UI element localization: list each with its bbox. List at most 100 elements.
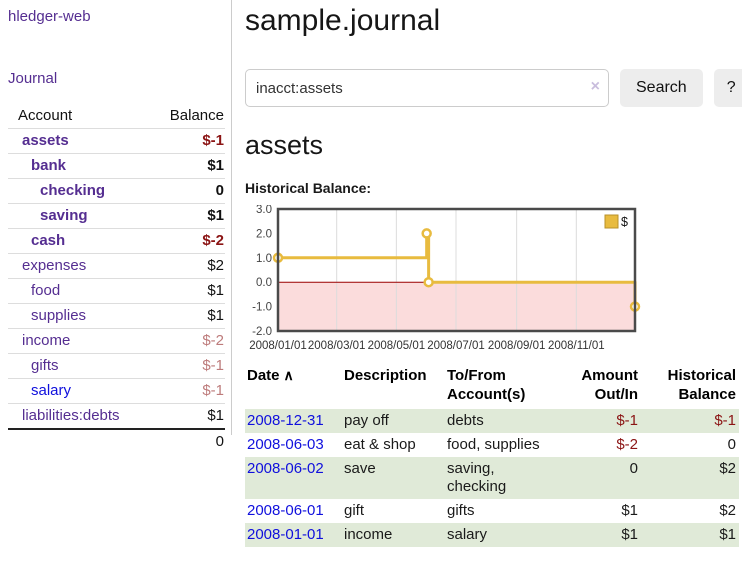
account-link[interactable]: bank	[31, 157, 67, 174]
account-link[interactable]: food	[31, 282, 61, 299]
transaction-description: income	[344, 526, 393, 543]
clear-search-icon[interactable]: ×	[590, 78, 600, 95]
transaction-balance: $1	[719, 526, 736, 543]
account-link[interactable]: assets	[22, 132, 69, 149]
account-link[interactable]: supplies	[31, 307, 87, 324]
transaction-description: gift	[344, 502, 365, 519]
transactions-table: Date ∧ Description To/From Account(s) Amo…	[245, 363, 739, 547]
description-column-header: Description	[344, 367, 427, 384]
transaction-balance: $-1	[714, 412, 736, 429]
legend-swatch	[604, 214, 619, 229]
account-row: liabilities:debts $1	[8, 403, 225, 428]
account-link[interactable]: cash	[31, 232, 66, 249]
transaction-date-link[interactable]: 2008-06-01	[247, 502, 324, 519]
transaction-date-link[interactable]: 2008-01-01	[247, 526, 324, 543]
search-input[interactable]	[245, 69, 609, 107]
account-link[interactable]: gifts	[31, 357, 59, 374]
account-balance: $1	[207, 157, 224, 174]
date-column-header[interactable]: Date ∧	[247, 367, 294, 384]
transaction-amount: $-2	[616, 436, 638, 453]
account-link[interactable]: income	[22, 332, 71, 349]
legend-label: $	[621, 215, 628, 229]
account-row: checking 0	[8, 178, 225, 203]
account-balance: $1	[207, 207, 224, 224]
accounts-table: Account Balance assets $-1 bank $1 checking 0…	[8, 104, 225, 454]
account-balance: $1	[207, 282, 224, 299]
balance-column-header: Historical Balance	[667, 367, 736, 403]
svg-text:-2.0: -2.0	[252, 326, 272, 338]
svg-text:-1.0: -1.0	[252, 302, 272, 314]
account-balance: $-1	[202, 132, 224, 149]
svg-text:2.0: 2.0	[256, 228, 272, 240]
svg-text:2008/05/01: 2008/05/01	[368, 340, 426, 352]
svg-text:2008/09/01: 2008/09/01	[488, 340, 546, 352]
search-button[interactable]: Search	[620, 69, 703, 107]
account-balance: $2	[207, 257, 224, 274]
account-balance: $-1	[202, 382, 224, 399]
sidebar-item-journal[interactable]: Journal	[8, 70, 58, 87]
transaction-date-link[interactable]: 2008-06-02	[247, 460, 324, 477]
transaction-balance: $2	[719, 460, 736, 477]
account-link[interactable]: saving	[40, 207, 88, 224]
transaction-description: eat & shop	[344, 436, 416, 453]
transaction-row: 2008-06-01 gift gifts $1 $2	[245, 499, 739, 523]
account-row: gifts $-1	[8, 353, 225, 378]
transaction-accounts: saving, checking	[447, 460, 507, 495]
account-balance: $-2	[202, 232, 224, 249]
account-row: income $-2	[8, 328, 225, 353]
account-heading: assets	[245, 130, 324, 160]
main-content: sample.journal × Search ? assets Histori…	[245, 0, 742, 547]
search-form: × Search ?	[245, 69, 742, 107]
accounts-column-header: To/From Account(s)	[447, 367, 526, 403]
account-row: assets $-1	[8, 128, 225, 153]
transaction-accounts: salary	[447, 526, 488, 543]
transaction-accounts: food, supplies	[447, 436, 540, 453]
account-column-header: Account	[18, 107, 73, 124]
account-link[interactable]: salary	[31, 382, 72, 399]
transaction-amount: $1	[621, 526, 638, 543]
app-title-link[interactable]: hledger-web	[8, 8, 91, 25]
transaction-date-link[interactable]: 2008-06-03	[247, 436, 324, 453]
account-row: expenses $2	[8, 253, 225, 278]
svg-text:2008/01/01: 2008/01/01	[249, 340, 307, 352]
transaction-accounts: debts	[447, 412, 484, 429]
sort-asc-icon: ∧	[283, 367, 294, 383]
accounts-total-row: 0	[8, 428, 225, 454]
help-button[interactable]: ?	[713, 69, 742, 107]
transaction-description: save	[344, 460, 376, 477]
svg-text:2008/07/01: 2008/07/01	[427, 340, 485, 352]
account-row: salary $-1	[8, 378, 225, 403]
account-link[interactable]: expenses	[22, 257, 87, 274]
account-balance: $1	[207, 307, 224, 324]
svg-text:0.0: 0.0	[256, 277, 272, 289]
account-row: supplies $1	[8, 303, 225, 328]
amount-column-header: Amount Out/In	[581, 367, 638, 403]
transaction-amount: $-1	[616, 412, 638, 429]
transaction-amount: 0	[629, 460, 638, 477]
account-balance: $-1	[202, 357, 224, 374]
balance-column-header: Balance	[169, 107, 224, 124]
transaction-row: 2008-01-01 income salary $1 $1	[245, 523, 739, 547]
account-balance: $-2	[202, 332, 224, 349]
svg-text:2008/11/01: 2008/11/01	[548, 340, 605, 352]
sidebar: hledger-web Journal Account Balance asse…	[0, 0, 232, 450]
account-link[interactable]: checking	[40, 182, 106, 199]
svg-text:3.0: 3.0	[256, 205, 272, 216]
account-link[interactable]: liabilities:debts	[22, 407, 120, 424]
historical-balance-chart: $3.0 2.0 1.0 0.0 -1.0 -2.0 2008/01/01 2008/03/0…	[245, 204, 691, 355]
transaction-row: 2008-06-02 save saving, checking 0 $2	[245, 457, 739, 499]
svg-text:2008/03/01: 2008/03/01	[308, 340, 366, 352]
account-row: cash $-2	[8, 228, 225, 253]
transaction-accounts: gifts	[447, 502, 475, 519]
chart-title: Historical Balance:	[245, 180, 372, 196]
page-title: sample.journal	[245, 4, 441, 37]
account-row: saving $1	[8, 203, 225, 228]
transaction-balance: $2	[719, 502, 736, 519]
transaction-amount: $1	[621, 502, 638, 519]
svg-text:1.0: 1.0	[256, 253, 272, 265]
transaction-row: 2008-12-31 pay off debts $-1 $-1	[245, 409, 739, 433]
transaction-description: pay off	[344, 412, 389, 429]
transaction-date-link[interactable]: 2008-12-31	[247, 412, 324, 429]
account-balance: 0	[215, 182, 224, 199]
account-row: food $1	[8, 278, 225, 303]
